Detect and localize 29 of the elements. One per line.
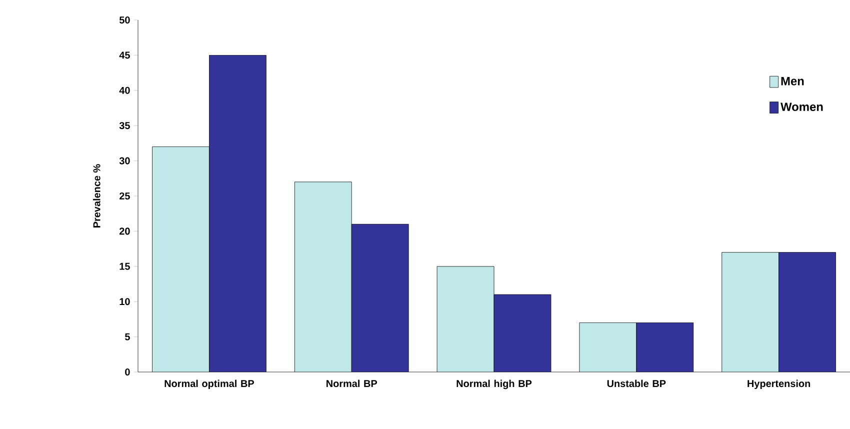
y-tick-label: 40 — [119, 86, 130, 94]
y-tick-label: 5 — [125, 333, 130, 340]
legend-label: Women — [780, 102, 823, 112]
bar — [352, 224, 409, 372]
bar — [579, 322, 636, 372]
y-tick-label: 35 — [119, 122, 130, 130]
y-tick-label: 10 — [120, 298, 130, 306]
y-tick-label: 15 — [120, 262, 130, 270]
y-tick-label: 30 — [119, 157, 130, 164]
x-tick-label: Hypertension — [748, 380, 810, 390]
x-tick-label: Normal BP — [326, 380, 378, 388]
bar — [778, 252, 836, 372]
y-axis-title: Prevalence % — [92, 164, 100, 228]
y-tick-label: 25 — [119, 192, 130, 200]
bar — [294, 182, 352, 372]
bar — [636, 322, 694, 372]
bar — [494, 294, 551, 372]
bar — [437, 266, 494, 372]
y-tick-label: 0 — [125, 368, 130, 376]
y-tick-label: 45 — [119, 52, 130, 59]
legend-label: Men — [781, 76, 804, 86]
x-tick-label: Normal high BP — [456, 380, 532, 390]
bar — [722, 252, 780, 372]
bar — [209, 55, 266, 372]
y-tick-label: 50 — [119, 16, 130, 24]
y-tick-label: 20 — [119, 228, 130, 235]
x-tick-label: Unstable BP — [607, 380, 666, 388]
bar — [152, 146, 210, 372]
x-tick-label: Normal optimal BP — [164, 380, 254, 390]
